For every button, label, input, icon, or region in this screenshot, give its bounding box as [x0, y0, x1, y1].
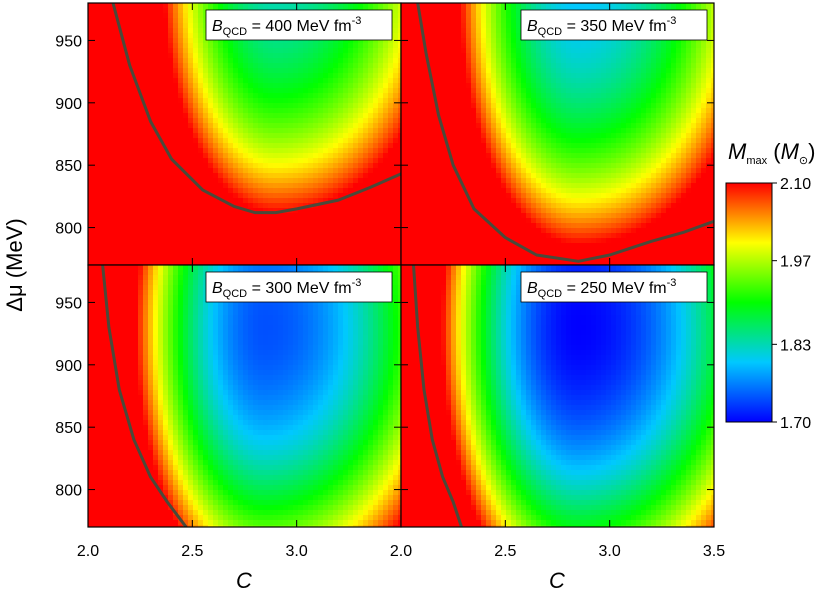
- x-tick-label: 2.5: [494, 543, 516, 560]
- x-tick-label: 3.0: [286, 543, 308, 560]
- panel-label-box: [520, 271, 708, 303]
- panels-group: BQCD = 400 MeV fm-3 BQCD = 350 MeV fm-3BQ…: [87, 2, 715, 528]
- axes-group: 950 900 850 800 950 900 850 800 2.0 2.5 3.0 2.0 2.5 3…: [2, 33, 725, 593]
- x-tick-label: 2.0: [390, 543, 412, 560]
- colorbar-tick-label: 1.70: [780, 415, 811, 432]
- panel-frame: [400, 264, 715, 528]
- y-tick-label: 950: [55, 295, 82, 312]
- x-axis-title: C: [236, 568, 252, 593]
- x-tick-label: 2.5: [181, 543, 203, 560]
- colorbar-gradient: [725, 182, 773, 423]
- contour-line: [111, 3, 401, 215]
- y-tick-label: 900: [55, 358, 82, 375]
- panel-label-main: B: [212, 280, 223, 297]
- colorbar-title: Mmax (M⊙): [728, 139, 815, 167]
- colorbar-tick-label: 1.97: [780, 254, 811, 271]
- panel-label: BQCD = 300 MeV fm-3: [212, 277, 361, 300]
- panel-2: BQCD = 350 MeV fm-3: [400, 2, 715, 266]
- contour-line: [412, 265, 463, 527]
- x-tick-label: 3.5: [703, 543, 725, 560]
- y-tick-label: 900: [55, 96, 82, 113]
- x-axis-title: C: [549, 568, 565, 593]
- heatmap-field: [88, 3, 401, 265]
- panel-label-sub: QCD: [223, 288, 248, 300]
- x-tick-label: 3.0: [599, 543, 621, 560]
- y-axis-title: Δμ (MeV): [2, 218, 27, 311]
- panel-1: BQCD = 400 MeV fm-3: [87, 2, 402, 266]
- panel-label-main: B: [212, 18, 223, 35]
- panel-label-main: B: [527, 18, 538, 35]
- panel-label-main: B: [527, 280, 538, 297]
- y-tick-label: 950: [55, 33, 82, 50]
- panel-label-sup: -3: [667, 15, 677, 27]
- panel-label: BQCD = 350 MeV fm-3: [527, 15, 676, 38]
- panel-label-rest: = 300 MeV fm: [247, 280, 352, 297]
- panel-label-rest: = 350 MeV fm: [562, 18, 667, 35]
- colorbar-tick-label: 2.10: [780, 176, 811, 193]
- colorbar: 2.10 1.97 1.83 1.70 Mmax (M⊙): [725, 139, 815, 432]
- y-tick-label: 850: [55, 158, 82, 175]
- y-tick-label: 800: [55, 483, 82, 500]
- colorbar-tick-label: 1.83: [780, 337, 811, 354]
- panel-label-sub: QCD: [223, 26, 248, 38]
- y-tick-label: 800: [55, 221, 82, 238]
- panel-label-sub: QCD: [538, 288, 563, 300]
- panel-label-box: [520, 9, 708, 41]
- y-tick-label: 850: [55, 420, 82, 437]
- panel-label-rest: = 250 MeV fm: [562, 280, 667, 297]
- panel-4: BQCD = 250 MeV fm-3: [400, 264, 715, 528]
- panel-label-rest: = 400 MeV fm: [247, 18, 352, 35]
- panel-label-sub: QCD: [538, 26, 563, 38]
- heatmap-field: [401, 3, 714, 265]
- panel-label-box: [205, 271, 393, 303]
- panel-3: BQCD = 300 MeV fm-3: [87, 264, 402, 528]
- panel-label: BQCD = 400 MeV fm-3: [212, 15, 361, 38]
- panel-label-box: [205, 9, 393, 41]
- panel-label: BQCD = 250 MeV fm-3: [527, 277, 676, 300]
- x-tick-label: 2.0: [77, 543, 99, 560]
- contour-line: [101, 265, 188, 527]
- contour-line: [416, 3, 714, 263]
- panel-label-sup: -3: [352, 15, 362, 27]
- heatmap-field: [88, 265, 401, 527]
- panel-label-sup: -3: [352, 277, 362, 289]
- panel-label-sup: -3: [667, 277, 677, 289]
